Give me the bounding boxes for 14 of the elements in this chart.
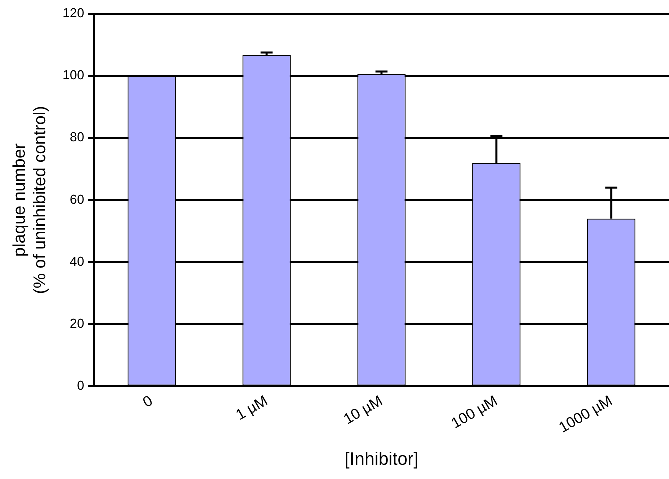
y-axis-title: plaque number (% of uninhibited control) bbox=[10, 106, 50, 294]
x-tick-label: 0 bbox=[140, 392, 156, 412]
x-axis-title: [Inhibitor] bbox=[344, 449, 419, 470]
y-tick-label: 40 bbox=[70, 254, 84, 269]
y-tick-label: 120 bbox=[62, 6, 84, 21]
x-tick-label: 1000 µM bbox=[556, 392, 616, 437]
y-tick-label: 20 bbox=[70, 316, 84, 331]
y-tick-label: 100 bbox=[62, 68, 84, 83]
y-tick-label: 0 bbox=[77, 378, 84, 394]
y-tick-label: 60 bbox=[70, 192, 84, 207]
x-tick-label: 1 µM bbox=[233, 392, 271, 424]
y-tick-label: 80 bbox=[70, 130, 84, 145]
x-tick-label: 10 µM bbox=[340, 392, 386, 428]
x-tick-label: 100 µM bbox=[448, 392, 501, 432]
